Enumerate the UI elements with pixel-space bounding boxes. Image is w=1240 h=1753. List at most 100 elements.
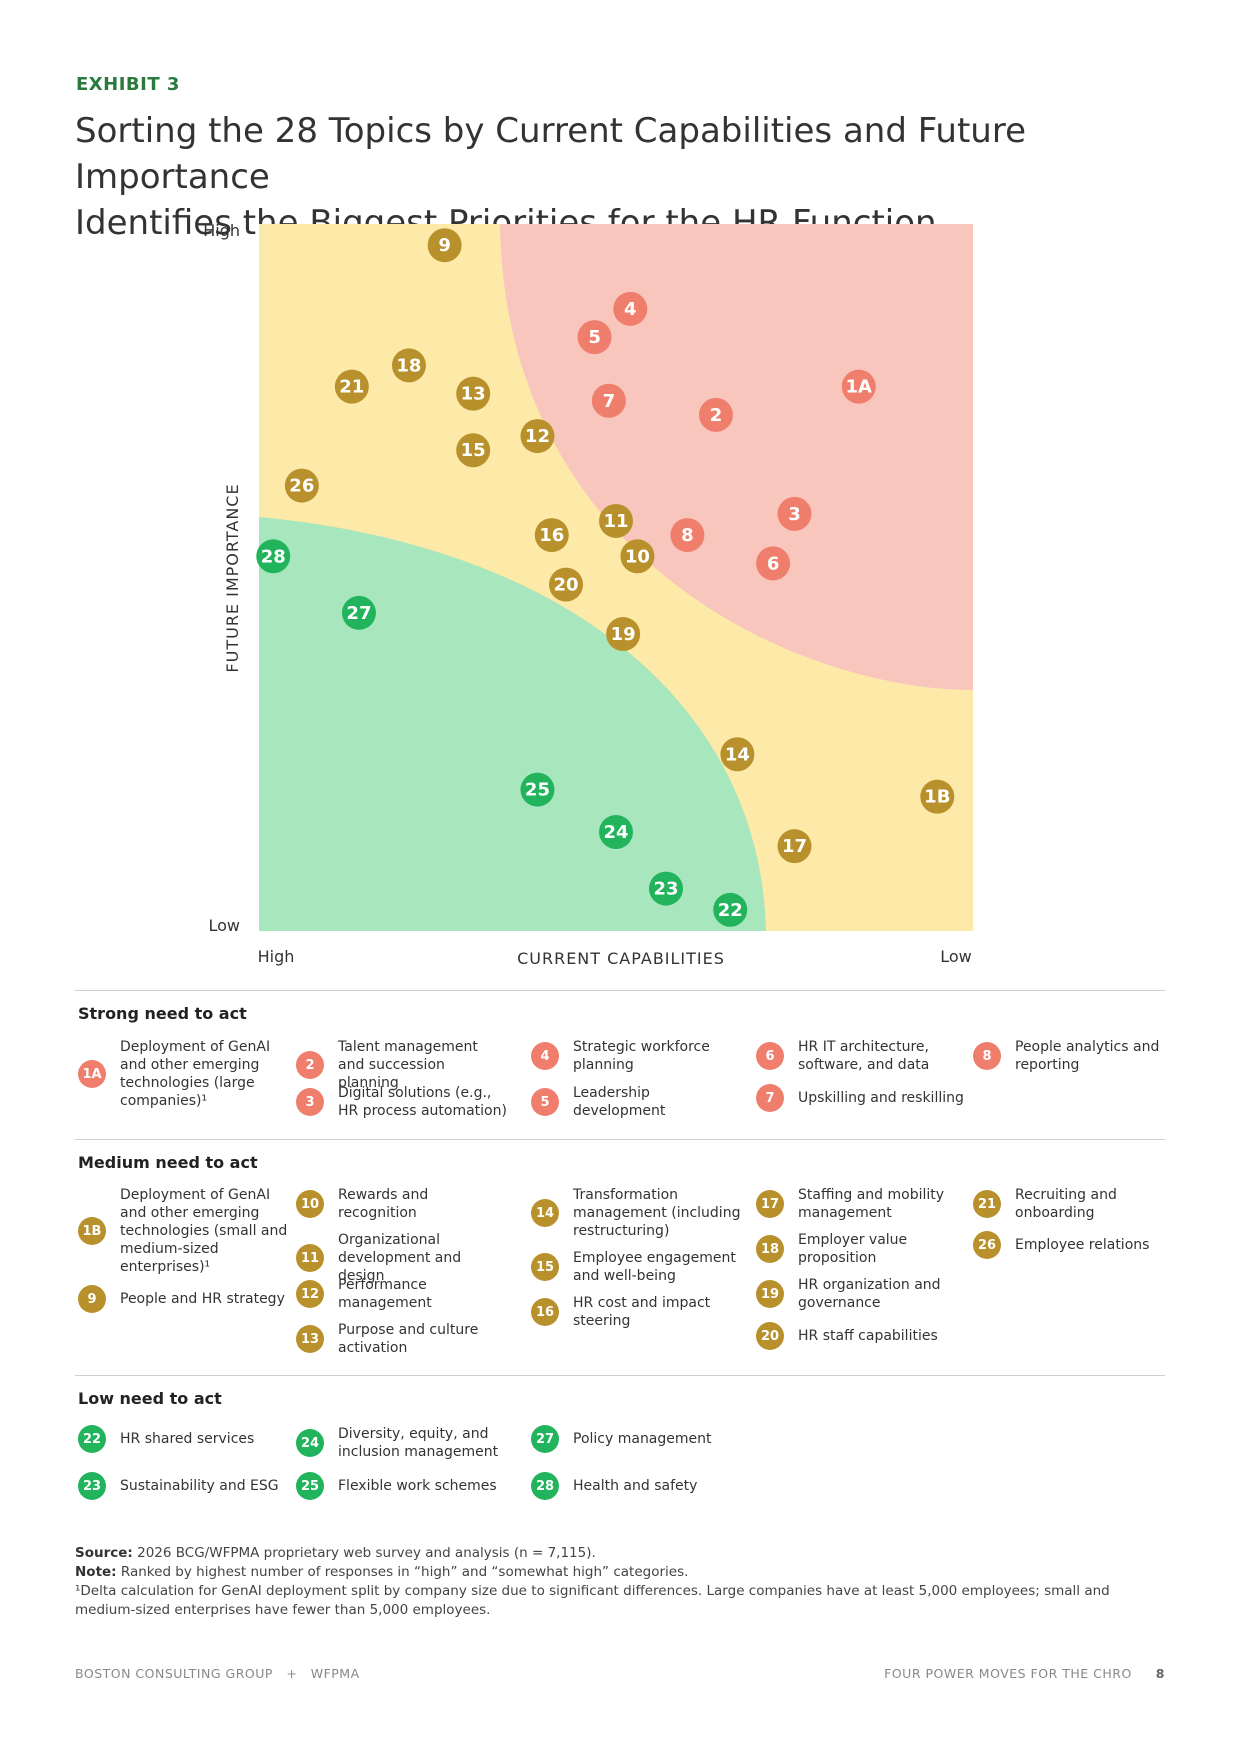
point-marker <box>284 468 319 503</box>
legend-item-16: 16 HR cost and impact steering <box>531 1294 743 1330</box>
legend-badge: 3 <box>296 1088 324 1116</box>
point-marker <box>520 772 555 807</box>
point-label: 1A <box>846 377 873 398</box>
legend-item-9: 9 People and HR strategy <box>78 1285 290 1313</box>
point-1B: 1B <box>920 779 955 814</box>
point-22: 22 <box>713 892 748 927</box>
point-label: 18 <box>396 355 421 376</box>
point-marker <box>698 397 733 432</box>
legend-label: Digital solutions (e.g., HR process auto… <box>338 1085 507 1119</box>
legend-label: Deployment of GenAI and other emerging t… <box>120 1187 288 1275</box>
point-16: 16 <box>534 518 569 553</box>
legend-badge: 4 <box>531 1042 559 1070</box>
point-5: 5 <box>577 320 612 355</box>
legend-item-14: 14 Transformation management (including r… <box>531 1186 743 1240</box>
point-1A: 1A <box>841 369 876 404</box>
legend-badge: 15 <box>531 1253 559 1281</box>
point-marker <box>534 518 569 553</box>
footnote: ¹Delta calculation for GenAI deployment … <box>75 1583 1110 1618</box>
legend-label: Sustainability and ESG <box>120 1478 279 1494</box>
legend-label: Organizational development and design <box>338 1232 462 1284</box>
legend-badge: 6 <box>756 1042 784 1070</box>
point-27: 27 <box>341 595 376 630</box>
point-26: 26 <box>284 468 319 503</box>
legend-badge: 25 <box>296 1472 324 1500</box>
legend-badge: 13 <box>296 1325 324 1353</box>
point-17: 17 <box>777 829 812 864</box>
point-label: 24 <box>603 822 628 843</box>
footer-publisher: BOSTON CONSULTING GROUP + WFPMA <box>75 1666 360 1681</box>
legend-label: Purpose and culture activation <box>338 1322 479 1356</box>
point-marker <box>256 539 291 574</box>
point-label: 16 <box>539 525 564 546</box>
point-label: 17 <box>782 836 807 857</box>
point-marker <box>606 617 641 652</box>
point-label: 3 <box>788 504 801 525</box>
legend-label: Performance management <box>338 1277 432 1311</box>
page-title: Sorting the 28 Topics by Current Capabil… <box>75 108 1175 246</box>
footer-report-title: FOUR POWER MOVES FOR THE CHRO <box>884 1666 1132 1681</box>
legend-item-11: 11 Organizational development and design <box>296 1231 508 1285</box>
point-label: 15 <box>461 440 486 461</box>
point-label: 2 <box>710 405 723 426</box>
legend-label: Rewards and recognition <box>338 1187 429 1221</box>
point-label: 20 <box>553 575 578 596</box>
legend-item-6: 6 HR IT architecture, software, and data <box>756 1038 968 1074</box>
legend-item-17: 17 Staffing and mobility management <box>756 1186 968 1222</box>
legend-badge: 11 <box>296 1244 324 1272</box>
legend-badge: 2 <box>296 1051 324 1079</box>
point-12: 12 <box>520 419 555 454</box>
legend-label: Employee engagement and well-being <box>573 1250 736 1284</box>
low-need-title: Low need to act <box>78 1389 222 1408</box>
point-8: 8 <box>670 518 705 553</box>
point-19: 19 <box>606 617 641 652</box>
legend-item-24: 24 Diversity, equity, and inclusion manag… <box>296 1425 508 1461</box>
legend-item-8: 8 People analytics and reporting <box>973 1038 1185 1074</box>
legend-label: Flexible work schemes <box>338 1478 497 1494</box>
zones <box>259 224 973 931</box>
x-high-label: High <box>258 947 295 966</box>
point-label: 28 <box>261 546 286 567</box>
source-note: Source: 2026 BCG/WFPMA proprietary web s… <box>75 1545 596 1561</box>
point-10: 10 <box>620 539 655 574</box>
x-low-label: Low <box>940 947 972 966</box>
legend-item-12: 12 Performance management <box>296 1276 508 1312</box>
point-20: 20 <box>549 567 584 602</box>
ranking-note: Note: Ranked by highest number of respon… <box>75 1564 689 1580</box>
legend-label: Upskilling and reskilling <box>798 1090 964 1106</box>
legend-item-1A: 1A Deployment of GenAI and other emerging… <box>78 1038 290 1110</box>
legend-badge: 1A <box>78 1060 106 1088</box>
legend-badge: 10 <box>296 1190 324 1218</box>
point-marker <box>427 228 462 263</box>
strong-need-title: Strong need to act <box>78 1004 247 1023</box>
legend-badge: 9 <box>78 1285 106 1313</box>
legend-badge: 1B <box>78 1217 106 1245</box>
legend-label: HR IT architecture, software, and data <box>798 1039 930 1073</box>
legend-badge: 7 <box>756 1084 784 1112</box>
legend-badge: 19 <box>756 1280 784 1308</box>
legend-item-3: 3 Digital solutions (e.g., HR process aut… <box>296 1084 508 1120</box>
legend-label: Transformation management (including res… <box>573 1187 741 1239</box>
point-label: 13 <box>461 384 486 405</box>
point-marker <box>341 595 376 630</box>
point-9: 9 <box>427 228 462 263</box>
y-axis-title: FUTURE IMPORTANCE <box>223 483 242 672</box>
legend-label: Deployment of GenAI and other emerging t… <box>120 1039 271 1109</box>
legend-badge: 8 <box>973 1042 1001 1070</box>
point-4: 4 <box>613 291 648 326</box>
point-marker <box>720 737 755 772</box>
low-zone <box>259 517 766 931</box>
point-label: 10 <box>625 546 650 567</box>
legend-label: Employee relations <box>1015 1237 1150 1253</box>
point-marker <box>599 815 633 850</box>
point-label: 19 <box>611 624 636 645</box>
legend-item-21: 21 Recruiting and onboarding <box>973 1186 1185 1222</box>
legend-label: Strategic workforce planning <box>573 1039 710 1073</box>
point-28: 28 <box>256 539 291 574</box>
legend-label: Recruiting and onboarding <box>1015 1187 1117 1221</box>
scatter-chart: High Low High Low CURRENT CAPABILITIES F… <box>203 221 973 968</box>
strong-zone <box>500 224 973 690</box>
point-14: 14 <box>720 737 755 772</box>
legend-item-26: 26 Employee relations <box>973 1231 1185 1259</box>
point-15: 15 <box>456 433 491 468</box>
